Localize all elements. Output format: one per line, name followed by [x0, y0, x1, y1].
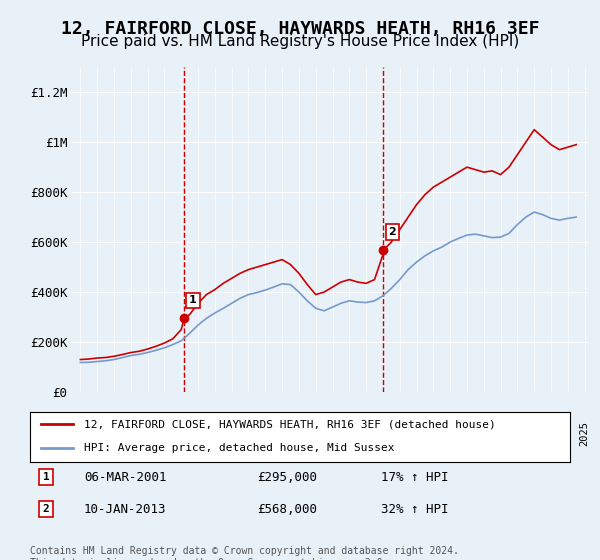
Text: 1999: 1999 [143, 421, 152, 446]
Text: 1997: 1997 [109, 421, 119, 446]
Text: 12, FAIRFORD CLOSE, HAYWARDS HEATH, RH16 3EF: 12, FAIRFORD CLOSE, HAYWARDS HEATH, RH16… [61, 20, 539, 38]
Text: 2003: 2003 [210, 421, 220, 446]
Text: 2008: 2008 [294, 421, 304, 446]
Text: 2012: 2012 [361, 421, 371, 446]
Text: 32% ↑ HPI: 32% ↑ HPI [381, 503, 449, 516]
Text: 2001: 2001 [176, 421, 186, 446]
Text: 17% ↑ HPI: 17% ↑ HPI [381, 470, 449, 484]
Text: 2006: 2006 [260, 421, 270, 446]
Text: 1996: 1996 [92, 421, 102, 446]
Text: 1: 1 [43, 472, 50, 482]
Text: 1995: 1995 [76, 421, 85, 446]
Text: 2017: 2017 [445, 421, 455, 446]
Text: 2005: 2005 [244, 421, 253, 446]
Text: Price paid vs. HM Land Registry's House Price Index (HPI): Price paid vs. HM Land Registry's House … [81, 34, 519, 49]
Text: £568,000: £568,000 [257, 503, 317, 516]
Text: 2016: 2016 [428, 421, 439, 446]
Text: 2013: 2013 [378, 421, 388, 446]
Text: 2025: 2025 [580, 421, 590, 446]
Text: 2020: 2020 [496, 421, 506, 446]
Text: 2015: 2015 [412, 421, 422, 446]
Text: 12, FAIRFORD CLOSE, HAYWARDS HEATH, RH16 3EF (detached house): 12, FAIRFORD CLOSE, HAYWARDS HEATH, RH16… [84, 419, 496, 429]
Text: 10-JAN-2013: 10-JAN-2013 [84, 503, 167, 516]
Text: £295,000: £295,000 [257, 470, 317, 484]
Text: HPI: Average price, detached house, Mid Sussex: HPI: Average price, detached house, Mid … [84, 443, 395, 453]
Text: 2018: 2018 [462, 421, 472, 446]
Text: 2024: 2024 [563, 421, 573, 446]
Text: 2014: 2014 [395, 421, 405, 446]
Text: 2004: 2004 [227, 421, 236, 446]
Text: 2009: 2009 [311, 421, 321, 446]
Text: Contains HM Land Registry data © Crown copyright and database right 2024.
This d: Contains HM Land Registry data © Crown c… [30, 546, 459, 560]
Text: 1998: 1998 [126, 421, 136, 446]
Text: 2022: 2022 [529, 421, 539, 446]
Text: 2019: 2019 [479, 421, 489, 446]
Text: 2010: 2010 [328, 421, 338, 446]
Text: 2: 2 [43, 504, 50, 514]
Text: 2002: 2002 [193, 421, 203, 446]
Text: 1: 1 [189, 295, 197, 305]
Text: 06-MAR-2001: 06-MAR-2001 [84, 470, 167, 484]
Text: 2023: 2023 [546, 421, 556, 446]
Text: 2: 2 [388, 227, 396, 237]
Text: 2000: 2000 [160, 421, 169, 446]
Text: 2011: 2011 [344, 421, 355, 446]
Text: 2021: 2021 [512, 421, 523, 446]
Text: 2007: 2007 [277, 421, 287, 446]
